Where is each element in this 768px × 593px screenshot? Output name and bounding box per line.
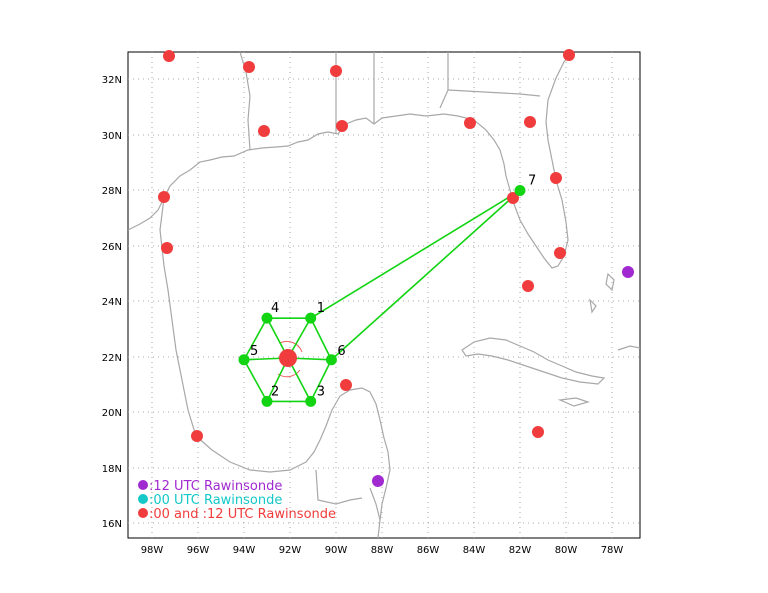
lat-tick-label: 26N xyxy=(102,242,122,253)
legend-label: :00 UTC Rawinsonde xyxy=(149,493,282,508)
rawinsonde-station-marker xyxy=(522,280,534,292)
lon-tick-label: 82W xyxy=(509,545,532,556)
legend-marker xyxy=(138,494,148,504)
legend-marker xyxy=(138,480,148,490)
network-point-label: 4 xyxy=(271,301,279,316)
lon-tick-label: 86W xyxy=(417,545,440,556)
network-point-marker xyxy=(261,312,273,324)
network-line xyxy=(309,359,333,402)
latitude-labels: 32N 30N 28N 26N 24N 22N 20N 18N 16N xyxy=(102,75,122,530)
rawinsonde-station-marker xyxy=(340,379,352,391)
network-point-marker xyxy=(325,354,337,366)
legend-label: :00 and :12 UTC Rawinsonde xyxy=(149,507,336,522)
lat-tick-label: 22N xyxy=(102,353,122,364)
lon-tick-label: 98W xyxy=(141,545,164,556)
network-point-marker xyxy=(305,312,317,324)
rawinsonde-station-marker xyxy=(464,117,476,129)
network-point-label: 2 xyxy=(271,384,279,399)
network-point-marker xyxy=(514,185,526,196)
sampling-network-lines xyxy=(243,189,521,403)
network-point-label: 6 xyxy=(337,344,345,359)
storm-center-marker xyxy=(279,349,297,367)
rawinsonde-station-marker xyxy=(161,242,173,254)
rawinsonde-station-marker xyxy=(563,49,575,61)
rawinsonde-station-marker xyxy=(507,192,519,204)
network-point-label: 3 xyxy=(317,384,325,399)
network-line xyxy=(243,317,268,361)
network-point-label: 7 xyxy=(528,174,536,189)
rawinsonde-station-marker xyxy=(336,120,348,132)
map-frame xyxy=(127,51,641,539)
rawinsonde-station-marker xyxy=(191,430,203,442)
rawinsonde-station-marker xyxy=(258,125,270,137)
legend: :12 UTC Rawinsonde:00 UTC Rawinsonde:00 … xyxy=(138,479,336,522)
rawinsonde-station-marker xyxy=(158,191,170,203)
rawinsonde-station-marker xyxy=(163,50,175,62)
lon-tick-label: 80W xyxy=(555,545,578,556)
lon-tick-label: 96W xyxy=(187,545,210,556)
rawinsonde-station-marker xyxy=(524,116,536,128)
rawinsonde-station-marker xyxy=(372,475,384,487)
lon-tick-label: 84W xyxy=(463,545,486,556)
network-points: 1 2 3 4 5 6 7 xyxy=(238,174,536,407)
lat-tick-label: 24N xyxy=(102,297,122,308)
longitude-labels: 98W 96W 94W 92W 90W 88W 86W 84W 82W 80W 78W xyxy=(141,545,624,556)
rawinsonde-stations xyxy=(158,49,634,487)
lon-tick-label: 88W xyxy=(371,545,394,556)
network-point-label: 5 xyxy=(250,344,258,359)
network-line xyxy=(330,189,521,361)
rawinsonde-station-marker xyxy=(330,65,342,77)
legend-label: :12 UTC Rawinsonde xyxy=(149,479,282,494)
legend-marker xyxy=(138,508,148,518)
lat-tick-label: 28N xyxy=(102,186,122,197)
lat-tick-label: 16N xyxy=(102,519,122,530)
lon-tick-label: 92W xyxy=(279,545,302,556)
lon-tick-label: 78W xyxy=(601,545,624,556)
rawinsonde-station-marker xyxy=(550,172,562,184)
rawinsonde-station-marker xyxy=(243,61,255,73)
rawinsonde-station-marker xyxy=(622,266,634,278)
lat-tick-label: 18N xyxy=(102,464,122,475)
lat-lon-grid xyxy=(128,52,640,538)
lon-tick-label: 94W xyxy=(233,545,256,556)
network-point-label: 1 xyxy=(317,301,325,316)
rawinsonde-station-marker xyxy=(554,247,566,259)
lat-tick-label: 20N xyxy=(102,408,122,419)
network-line xyxy=(243,359,268,402)
network-line xyxy=(309,317,333,361)
rawinsonde-station-marker xyxy=(532,426,544,438)
network-point-marker xyxy=(305,395,317,407)
network-point-marker xyxy=(238,354,250,366)
lat-tick-label: 32N xyxy=(102,75,122,86)
network-point-marker xyxy=(261,395,273,407)
lon-tick-label: 90W xyxy=(325,545,348,556)
network-line xyxy=(310,189,521,319)
lat-tick-label: 30N xyxy=(102,131,122,142)
